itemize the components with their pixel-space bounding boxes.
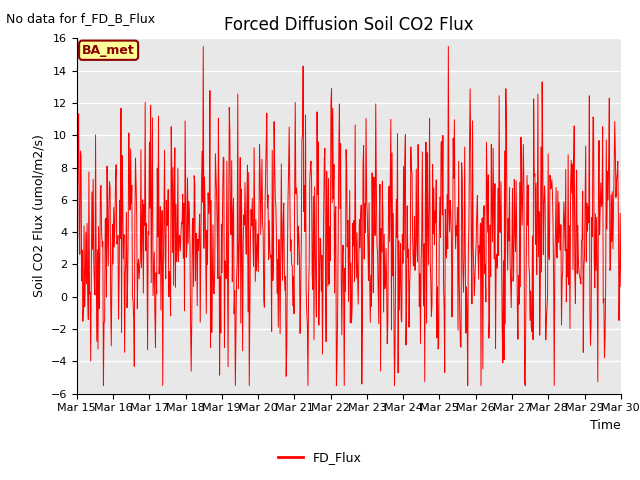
FD_Flux <box>73 209 81 215</box>
Text: BA_met: BA_met <box>82 44 135 57</box>
FD_Flux <box>100 383 108 388</box>
FD_Flux <box>216 372 223 378</box>
FD_Flux <box>133 213 141 219</box>
Title: Forced Diffusion Soil CO2 Flux: Forced Diffusion Soil CO2 Flux <box>224 16 474 34</box>
Text: No data for f_FD_B_Flux: No data for f_FD_B_Flux <box>6 12 156 25</box>
FD_Flux <box>461 250 469 256</box>
FD_Flux <box>617 284 625 289</box>
FD_Flux <box>484 229 492 235</box>
FD_Flux <box>307 166 314 171</box>
X-axis label: Time: Time <box>590 419 621 432</box>
FD_Flux <box>544 293 552 299</box>
Legend: FD_Flux: FD_Flux <box>273 446 367 469</box>
Line: FD_Flux: FD_Flux <box>77 47 621 385</box>
FD_Flux <box>200 44 207 49</box>
Y-axis label: Soil CO2 Flux (umol/m2/s): Soil CO2 Flux (umol/m2/s) <box>32 134 45 298</box>
